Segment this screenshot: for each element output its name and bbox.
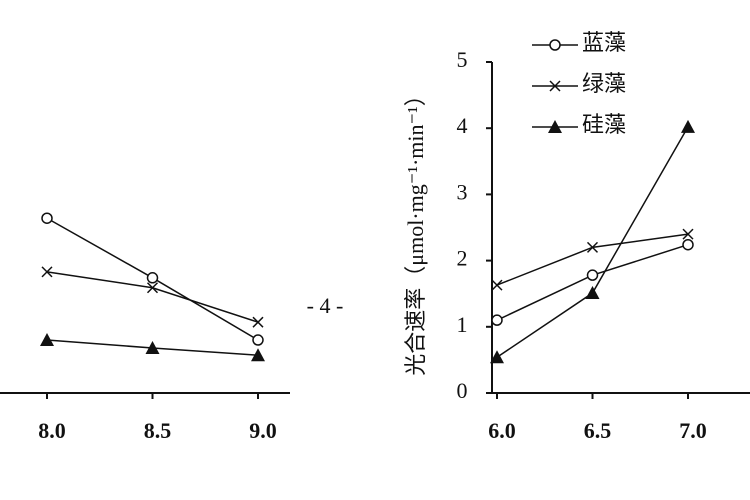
marker [41, 266, 53, 278]
y-tick-label: 1 [457, 312, 468, 337]
x-tick-label: 9.0 [249, 418, 277, 443]
marker [41, 212, 53, 224]
marker [251, 348, 265, 362]
marker [549, 80, 561, 92]
marker [490, 350, 504, 364]
y-tick-label: 3 [457, 179, 468, 204]
y-tick-label: 5 [457, 47, 468, 72]
marker [682, 228, 694, 240]
marker [548, 120, 562, 133]
marker [549, 39, 561, 51]
legend-label: 蓝藻 [582, 30, 626, 55]
y-tick-label: 0 [457, 378, 468, 403]
marker [252, 316, 264, 328]
x-tick-label: 8.0 [38, 418, 66, 443]
x-tick-label: 6.5 [584, 418, 612, 443]
marker [146, 282, 159, 294]
marker [146, 272, 159, 284]
marker [586, 269, 599, 281]
marker [682, 238, 694, 251]
x-tick-label: 7.0 [679, 418, 707, 443]
legend-label: 绿藻 [582, 71, 626, 96]
series-line [496, 243, 689, 321]
legend-label: 硅藻 [582, 112, 626, 137]
marker [585, 286, 600, 300]
marker [40, 333, 54, 347]
x-tick-label: 6.0 [488, 418, 516, 443]
x-tick-label: 8.5 [144, 418, 172, 443]
marker [491, 314, 503, 326]
marker [586, 241, 599, 253]
y-tick-label: 2 [457, 246, 468, 271]
series-line [496, 126, 689, 358]
marker [145, 340, 160, 354]
marker [491, 279, 503, 291]
marker [252, 334, 264, 346]
page-number: - 4 - [307, 293, 344, 318]
y-tick-label: 4 [457, 113, 468, 138]
y-axis-label: 光合速率（μmol·mg⁻¹·min⁻¹） [403, 84, 428, 375]
marker [681, 119, 695, 133]
